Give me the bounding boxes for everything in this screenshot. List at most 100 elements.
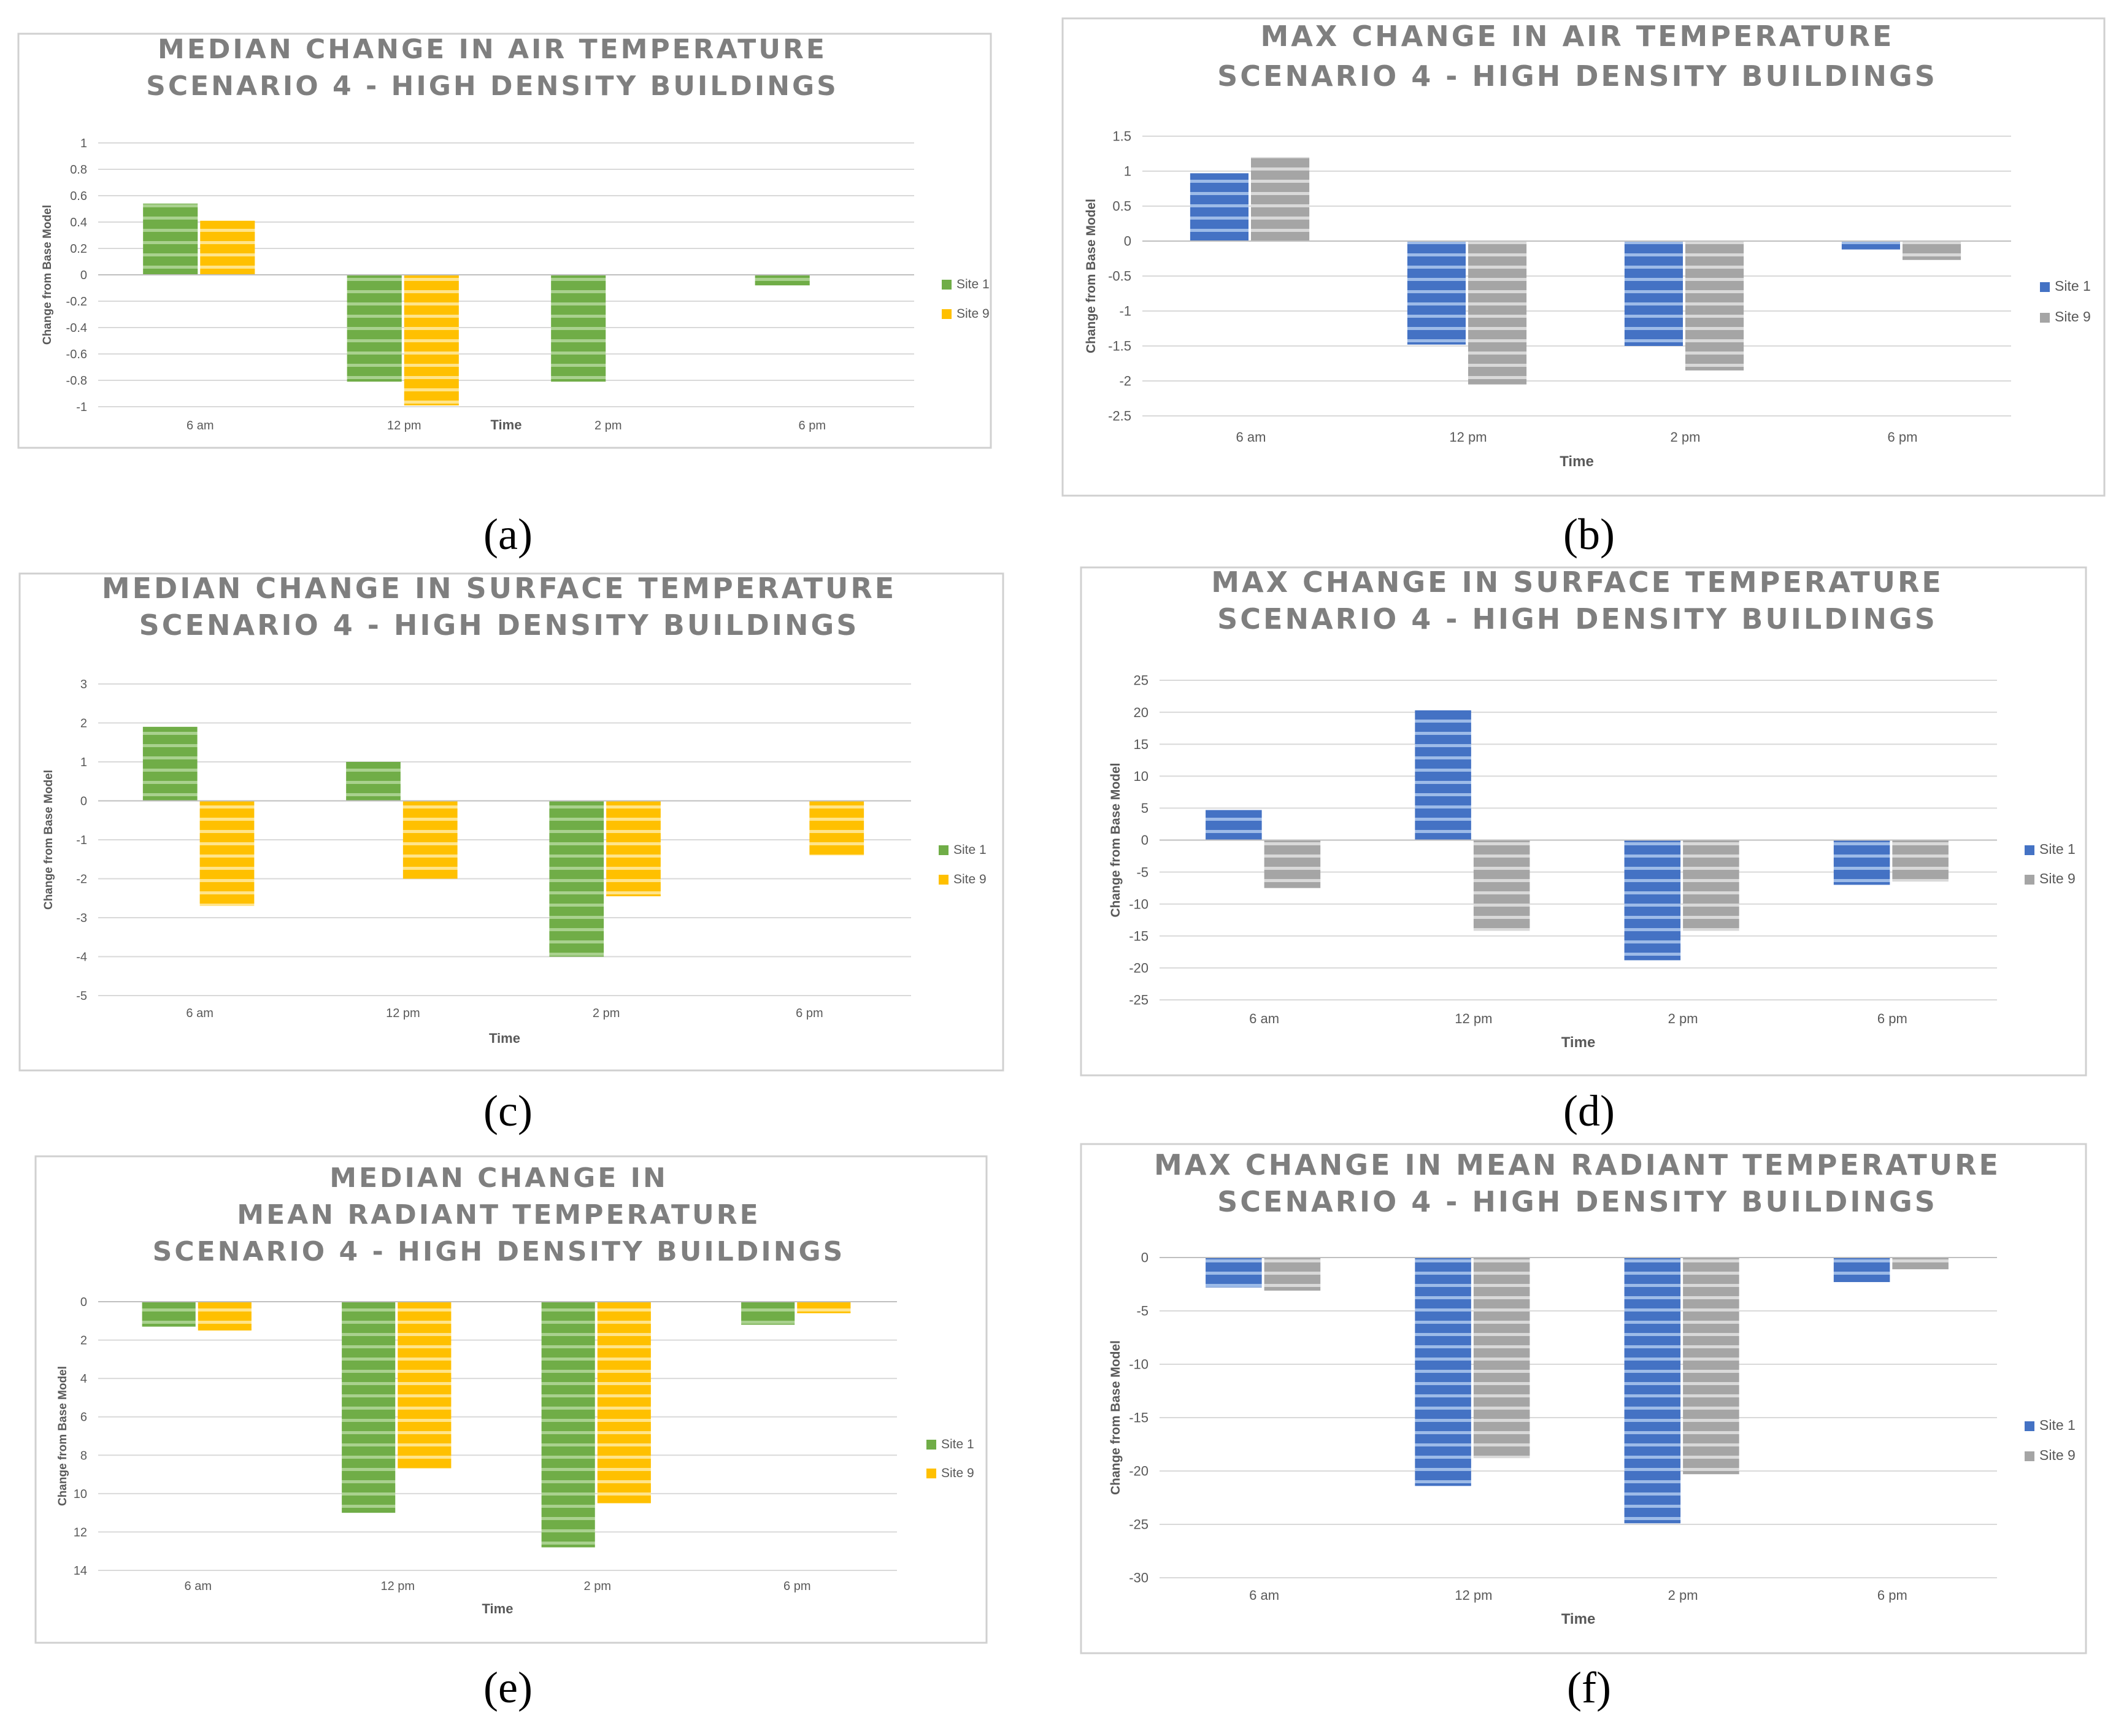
y-axis-title: Change from Base Model [1109,1340,1123,1495]
y-tick-label: -5 [1136,864,1149,880]
x-category-label: 12 pm [380,1580,415,1593]
bar-site-9 [809,801,864,856]
chart-frame [34,1155,988,1644]
bar-site-9 [797,1302,851,1313]
legend-swatch [926,1440,936,1450]
legend-label: Site 1 [2055,278,2091,294]
y-tick-label: 0 [1124,234,1131,249]
y-tick-label: -20 [1129,961,1149,976]
y-tick-label: 6 [80,1411,87,1424]
bar-site-1 [541,1302,595,1548]
bar-site-9 [1683,840,1739,931]
bar-site-1 [1407,241,1466,345]
y-tick-label: 0 [80,269,87,282]
bar-site-9 [1473,1258,1530,1459]
y-tick-label: -4 [76,951,87,964]
x-category-label: 2 pm [593,1007,620,1020]
x-category-label: 6 pm [799,419,826,432]
chart-title-line: SCENARIO 4 - HIGH DENSITY BUILDINGS [153,1236,845,1267]
y-tick-label: -0.4 [66,321,87,335]
bar-site-9 [1892,1258,1949,1270]
y-tick-label: -2 [1119,374,1131,389]
y-axis-title: Change from Base Model [1109,762,1123,917]
bar-site-9 [1892,840,1949,882]
y-tick-label: -25 [1129,993,1149,1008]
y-tick-label: 2 [80,717,87,731]
bar-site-9 [198,1302,252,1331]
chart-frame [1080,1143,2087,1654]
bar-site-9 [606,801,661,897]
bar-site-9 [1468,241,1527,385]
x-category-label: 2 pm [1671,429,1701,445]
bar-site-9 [404,275,459,405]
bar-site-1 [1624,1258,1681,1524]
legend-label: Site 9 [2039,870,2076,886]
y-tick-label: 25 [1134,673,1149,688]
y-tick-label: 1 [80,137,87,150]
bar-site-1 [342,1302,396,1513]
y-tick-label: -15 [1129,929,1149,944]
bar-site-1 [142,726,198,801]
bar-site-9 [402,801,458,879]
y-tick-label: 2 [80,1334,87,1348]
x-category-label: 6 am [185,1580,212,1593]
bar-site-9 [1264,840,1321,888]
chart-title-line: MEAN RADIANT TEMPERATURE [237,1199,760,1231]
y-tick-label: -2.5 [1108,409,1131,424]
y-tick-label: 0.6 [70,190,87,203]
legend-swatch [942,280,952,290]
x-category-label: 6 am [1249,1588,1279,1603]
bar-site-1 [1833,840,1890,885]
chart-title-line: SCENARIO 4 - HIGH DENSITY BUILDINGS [1217,602,1937,636]
legend-swatch [942,309,952,319]
y-tick-label: 1 [1124,164,1131,179]
legend-label: Site 1 [956,277,990,291]
x-category-label: 2 pm [584,1580,611,1593]
legend-swatch [939,845,948,855]
panel-label-e: (e) [483,1663,533,1712]
y-tick-label: -10 [1129,1357,1149,1372]
bar-site-9 [1685,241,1744,371]
y-tick-label: 0 [80,795,87,808]
bar-site-1 [347,275,402,382]
x-category-label: 2 pm [1668,1011,1698,1026]
chart-1: MEDIAN CHANGE IN AIR TEMPERATURE SCENARIO… [17,33,992,449]
y-axis-title: Change from Base Model [42,770,55,910]
y-tick-label: 10 [74,1488,87,1501]
x-axis-title: Time [491,417,522,432]
legend-label: Site 9 [941,1466,974,1480]
legend-swatch [926,1469,936,1478]
x-category-label: 6 am [1249,1011,1279,1026]
bar-site-1 [1624,241,1683,346]
x-category-label: 12 pm [386,1007,420,1020]
x-category-label: 6 pm [796,1007,823,1020]
bar-site-9 [597,1302,651,1504]
bar-site-9 [1683,1258,1739,1475]
y-axis-title: Change from Base Model [1084,199,1098,353]
legend-label: Site 1 [2039,841,2076,857]
panel-label-c: (c) [483,1086,533,1135]
y-tick-label: -30 [1129,1570,1149,1586]
y-axis-title: Change from Base Model [56,1366,69,1506]
bar-site-1 [1190,173,1249,241]
y-tick-label: 0.2 [70,242,87,256]
x-category-label: 12 pm [387,419,421,432]
chart-title-line: SCENARIO 4 - HIGH DENSITY BUILDINGS [1217,1185,1937,1218]
legend-swatch [2025,875,2034,885]
y-tick-label: 0.8 [70,163,87,177]
chart-5: MEDIAN CHANGE IN MEAN RADIANT TEMPERATURE… [34,1155,988,1644]
chart-title-line: MEDIAN CHANGE IN AIR TEMPERATURE [158,34,827,65]
legend-swatch [2040,282,2050,292]
bar-site-1 [741,1302,795,1325]
x-axis-title: Time [1561,1611,1596,1627]
y-tick-label: -0.2 [66,295,87,309]
x-category-label: 6 pm [1877,1011,1907,1026]
bar-site-1 [551,275,606,382]
y-tick-label: -0.8 [66,374,87,388]
x-category-label: 12 pm [1455,1011,1492,1026]
y-tick-label: -10 [1129,896,1149,912]
y-tick-label: -5 [76,989,87,1003]
legend-swatch [939,875,948,885]
bar-site-1 [142,1302,196,1327]
y-tick-label: 8 [80,1449,87,1462]
